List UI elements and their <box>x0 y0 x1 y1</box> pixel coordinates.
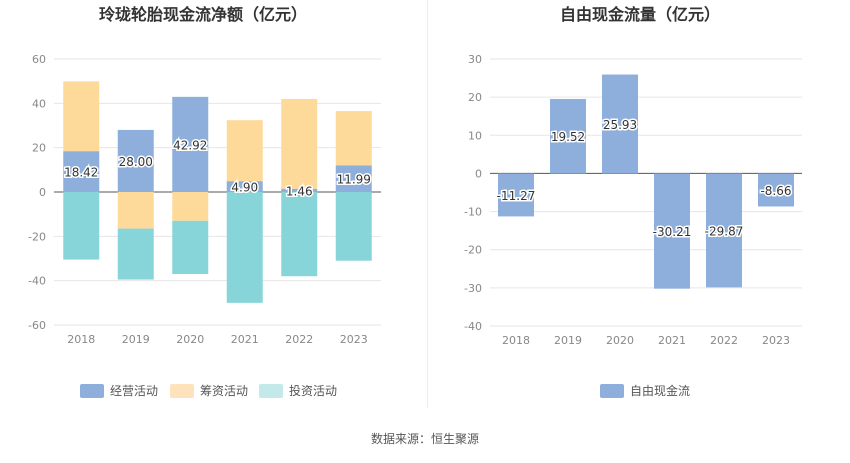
chart-0-x-tick-label: 2020 <box>176 333 204 346</box>
chart-1-y-tick-label: 30 <box>468 53 482 66</box>
chart-0-y-tick-label: -40 <box>28 275 46 288</box>
chart-1-data-label: 25.93 <box>603 118 637 132</box>
chart-1-data-label: -29.87 <box>705 224 744 238</box>
chart-0-data-label: 4.90 <box>231 181 258 195</box>
chart-1-y-tick-label: 10 <box>468 129 482 142</box>
chart-1-y-tick-label: -10 <box>464 206 482 219</box>
chart-0-data-label: 28.00 <box>119 155 153 169</box>
chart-0-bar-经营活动-2018 <box>63 151 100 192</box>
chart-1-bar-自由现金流-2023 <box>758 173 794 207</box>
chart-0-bar-投资活动-2021 <box>226 192 263 303</box>
chart-1-y-tick-label: -40 <box>464 320 482 333</box>
chart-0-bar-投资活动-2023 <box>335 192 372 261</box>
chart-0-bar-投资活动-2019 <box>117 228 154 280</box>
chart-1-x-tick-label: 2022 <box>710 334 738 347</box>
chart-0-x-tick-label: 2019 <box>122 333 150 346</box>
chart-1-y-tick-label: -20 <box>464 244 482 257</box>
chart-0-data-label: 42.92 <box>173 138 207 152</box>
chart-0-bar-经营活动-2021 <box>226 181 263 192</box>
chart-0-legend-swatch <box>259 384 283 398</box>
chart-1-bar-自由现金流-2020 <box>602 74 638 174</box>
chart-0-title: 玲珑轮胎现金流净额（亿元） <box>99 5 307 24</box>
chart-0-y-tick-label: 0 <box>39 186 46 199</box>
chart-1-bar-自由现金流-2018 <box>498 173 534 217</box>
chart-0-bar-经营活动-2022 <box>281 188 318 192</box>
chart-0-legend-swatch <box>170 384 194 398</box>
chart-0-bar-筹资活动-2019 <box>117 192 154 229</box>
chart-0-y-tick-label: -20 <box>28 230 46 243</box>
chart-0-legend-label: 筹资活动 <box>200 384 248 398</box>
chart-1-y-tick-label: -30 <box>464 282 482 295</box>
chart-0-data-label: 18.42 <box>64 166 98 180</box>
chart-0-bar-经营活动-2019 <box>117 129 154 192</box>
chart-0-legend-swatch <box>80 384 104 398</box>
chart-1-data-label: 19.52 <box>551 130 585 144</box>
chart-1-data-label: -11.27 <box>497 189 536 203</box>
chart-1-title: 自由现金流量（亿元） <box>560 5 720 24</box>
chart-0-bar-经营活动-2020 <box>172 96 209 192</box>
chart-0-bar-投资活动-2022 <box>281 192 318 277</box>
chart-0-y-tick-label: 40 <box>32 97 46 110</box>
chart-1-x-tick-label: 2023 <box>762 334 790 347</box>
chart-0-data-label: 1.46 <box>286 184 313 198</box>
chart-0-bar-投资活动-2018 <box>63 192 100 260</box>
panel-divider <box>427 0 428 408</box>
chart-0-bar-筹资活动-2022 <box>281 98 318 189</box>
chart-0-bar-筹资活动-2020 <box>172 192 209 221</box>
chart-1-x-tick-label: 2018 <box>502 334 530 347</box>
chart-1-x-tick-label: 2019 <box>554 334 582 347</box>
chart-0-bar-投资活动-2020 <box>172 220 209 275</box>
chart-0-y-tick-label: 60 <box>32 53 46 66</box>
chart-0-x-tick-label: 2022 <box>285 333 313 346</box>
chart-0-x-tick-label: 2023 <box>340 333 368 346</box>
source-note: 数据来源：恒生聚源 <box>370 432 479 446</box>
chart-1-x-tick-label: 2020 <box>606 334 634 347</box>
chart-1-bar-自由现金流-2019 <box>550 98 586 174</box>
chart-1-data-label: -30.21 <box>653 225 692 239</box>
chart-1-bar-自由现金流-2022 <box>706 173 742 288</box>
chart-0-y-tick-label: 20 <box>32 142 46 155</box>
chart-1-y-tick-label: 20 <box>468 91 482 104</box>
chart-0-x-tick-label: 2018 <box>67 333 95 346</box>
chart-0-x-tick-label: 2021 <box>231 333 259 346</box>
chart-1-bar-自由现金流-2021 <box>654 173 690 289</box>
chart-0-y-tick-label: -60 <box>28 319 46 332</box>
chart-1-legend-label: 自由现金流 <box>630 383 690 398</box>
chart-0-bar-经营活动-2023 <box>335 165 372 192</box>
chart-0-data-label: 11.99 <box>337 173 371 187</box>
chart-0-legend-label: 投资活动 <box>289 383 337 398</box>
chart-0-bar-筹资活动-2018 <box>63 81 100 152</box>
chart-0-legend-label: 经营活动 <box>110 384 158 398</box>
chart-1-data-label: -8.66 <box>760 184 791 198</box>
chart-1-x-tick-label: 2021 <box>658 334 686 347</box>
chart-0-bar-筹资活动-2023 <box>335 111 372 166</box>
chart-0-bar-筹资活动-2021 <box>226 120 263 182</box>
chart-1-y-tick-label: 0 <box>475 167 482 180</box>
chart-1-legend-swatch <box>600 384 624 398</box>
